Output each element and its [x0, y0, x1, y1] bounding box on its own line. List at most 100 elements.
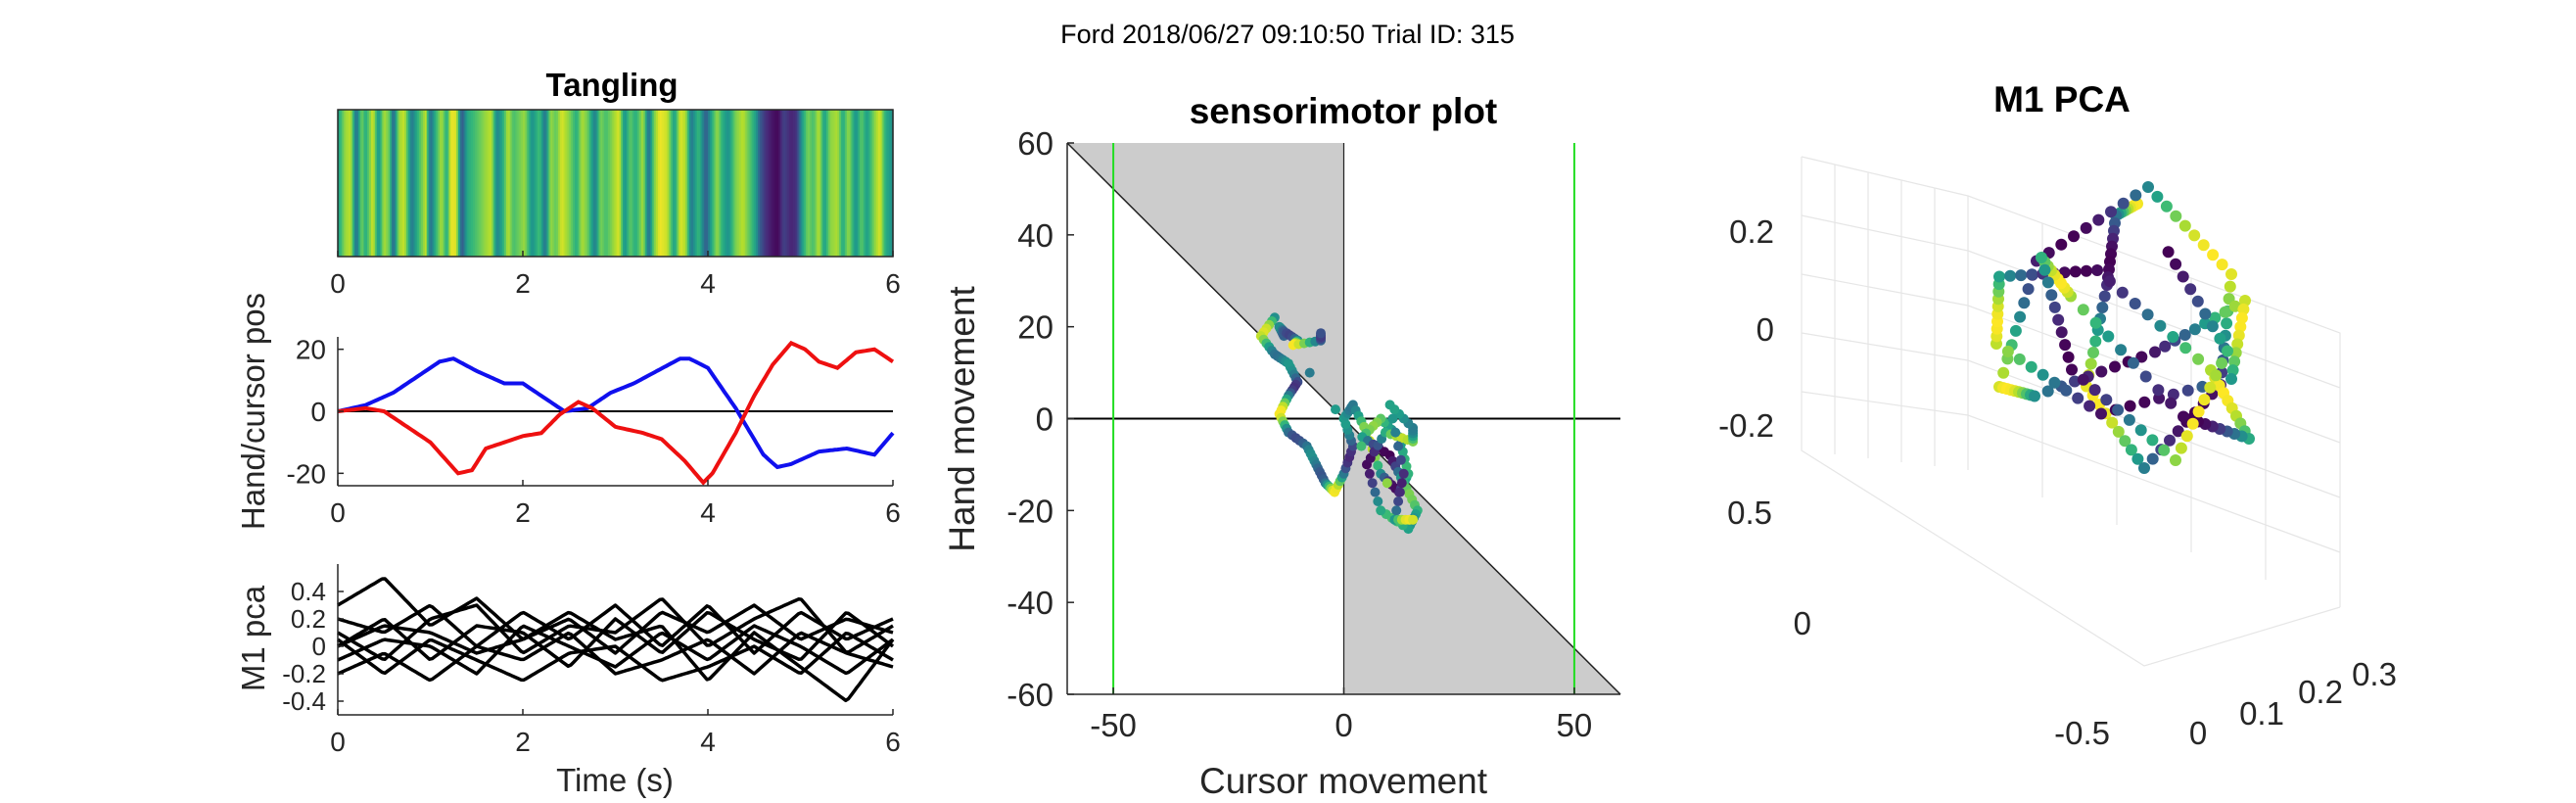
heatmap-cell: [554, 110, 557, 257]
heatmap-cell: [654, 110, 657, 257]
pca-trace-pc8: [337, 610, 895, 703]
trajectory-point: [2178, 410, 2189, 423]
heatmap-cell: [676, 110, 679, 257]
heatmap-cell: [341, 110, 345, 257]
heatmap-cell: [380, 110, 383, 257]
trajectory-point: [2092, 213, 2105, 226]
heatmap-cell: [604, 110, 607, 257]
heatmap-cell: [819, 110, 821, 257]
heatmap-cell: [443, 110, 446, 257]
trajectory-point: [2123, 413, 2135, 426]
heatmap-cell: [637, 110, 640, 257]
heatmap-cell: [526, 110, 530, 257]
heatmap-cell: [698, 110, 702, 257]
heatmap-cell: [384, 110, 387, 257]
heatmap-cell: [352, 110, 355, 257]
trajectory-point: [2210, 369, 2223, 382]
heatmap-cell: [773, 110, 775, 257]
x-tick-label: 0.5: [1727, 495, 1772, 531]
trajectory-point: [2199, 307, 2212, 320]
heatmap-cell: [507, 110, 511, 257]
y-tick-label: -20: [287, 458, 326, 489]
trajectory-point: [2197, 239, 2210, 252]
trajectory-point: [2178, 219, 2191, 232]
heatmap-cell: [861, 110, 865, 257]
heatmap-cell: [556, 110, 559, 257]
trajectory-point: [2188, 229, 2201, 242]
sensorimotor-axis-lines: -60 -40 -20 0 20 40 60 -50 0 50: [1007, 125, 1620, 743]
m1-pca-traces-axes: -0.4-0.200.20.40 2 4 6 M1 pca Time (s): [235, 564, 901, 798]
trajectory-point: [2004, 269, 2017, 282]
heatmap-cell: [721, 110, 724, 257]
trajectory-point: [2214, 332, 2226, 345]
trajectory-point: [2059, 339, 2072, 352]
x-tick-label: 0: [330, 497, 346, 528]
sensorimotor-axes: sensorimotor plot -60 -40 -20 0 20 40 60 -50 0 50…: [942, 91, 1621, 801]
tangling-title: Tangling: [545, 67, 678, 103]
z-tick-label: -0.2: [1718, 407, 1774, 444]
heatmap-cell: [752, 110, 755, 257]
heatmap-cell: [800, 110, 803, 257]
x-tick-label: -0.5: [2054, 715, 2110, 751]
heatmap-cell: [472, 110, 476, 257]
heatmap-cell: [715, 110, 719, 257]
heatmap-cell: [798, 110, 802, 257]
heatmap-cell: [596, 110, 600, 257]
trajectory-point: [2048, 301, 2061, 313]
trajectory-point: [2146, 452, 2159, 465]
heatmap-cell: [729, 110, 733, 257]
heatmap-cell: [846, 110, 850, 257]
heatmap-cell: [369, 110, 372, 257]
heatmap-cell: [854, 110, 857, 257]
figure-suptitle: Ford 2018/06/27 09:10:50 Trial ID: 315: [1060, 20, 1515, 49]
trajectory-point: [1993, 270, 2005, 283]
heatmap-cell: [611, 110, 615, 257]
m1-pca-3d-points: [1991, 181, 2255, 474]
heatmap-cell: [424, 110, 428, 257]
x-tick-label: -50: [1090, 707, 1137, 743]
trajectory-point: [2219, 306, 2231, 318]
trajectory-point: [2165, 397, 2178, 409]
heatmap-cell: [459, 110, 463, 257]
trajectory-point: [2142, 181, 2154, 193]
heatmap-cell: [389, 110, 393, 257]
trajectory-point: [2146, 434, 2159, 447]
heatmap-cell: [704, 110, 707, 257]
heatmap-cell: [540, 110, 544, 257]
trajectory-point: [2055, 238, 2068, 251]
heatmap-cell: [758, 110, 761, 257]
heatmap-cell: [626, 110, 630, 257]
heatmap-cell: [398, 110, 401, 257]
heatmap-cell: [569, 110, 572, 257]
heatmap-cell: [393, 110, 397, 257]
trajectory-point: [2119, 435, 2131, 448]
trajectory-point: [2237, 303, 2250, 315]
trajectory-point: [2151, 190, 2164, 203]
heatmap-cell: [708, 110, 711, 257]
heatmap-cell: [640, 110, 644, 257]
trajectory-point: [1394, 487, 1405, 497]
heatmap-cell: [746, 110, 750, 257]
heatmap-cell: [528, 110, 532, 257]
trajectory-point: [2179, 342, 2192, 354]
heatmap-cell: [345, 110, 349, 257]
trajectory-point: [2088, 384, 2101, 397]
heatmap-cell: [769, 110, 772, 257]
trajectory-point: [2015, 269, 2028, 282]
heatmap-cell: [885, 110, 888, 257]
heatmap-cell: [452, 110, 455, 257]
y-tick-label: 20: [1017, 309, 1054, 346]
heatmap-cell: [361, 110, 365, 257]
heatmap-cell: [674, 110, 678, 257]
heatmap-cell: [661, 110, 665, 257]
trajectory-point: [2139, 370, 2152, 383]
y-tick-label: -0.2: [282, 659, 326, 688]
heatmap-cell: [656, 110, 659, 257]
z-tick-label: 0: [1756, 311, 1774, 348]
heatmap-cell: [879, 110, 883, 257]
y-tick-label: 0.2: [291, 604, 326, 634]
heatmap-cell: [434, 110, 437, 257]
trajectory-point: [2096, 302, 2109, 313]
heatmap-cell: [523, 110, 526, 257]
